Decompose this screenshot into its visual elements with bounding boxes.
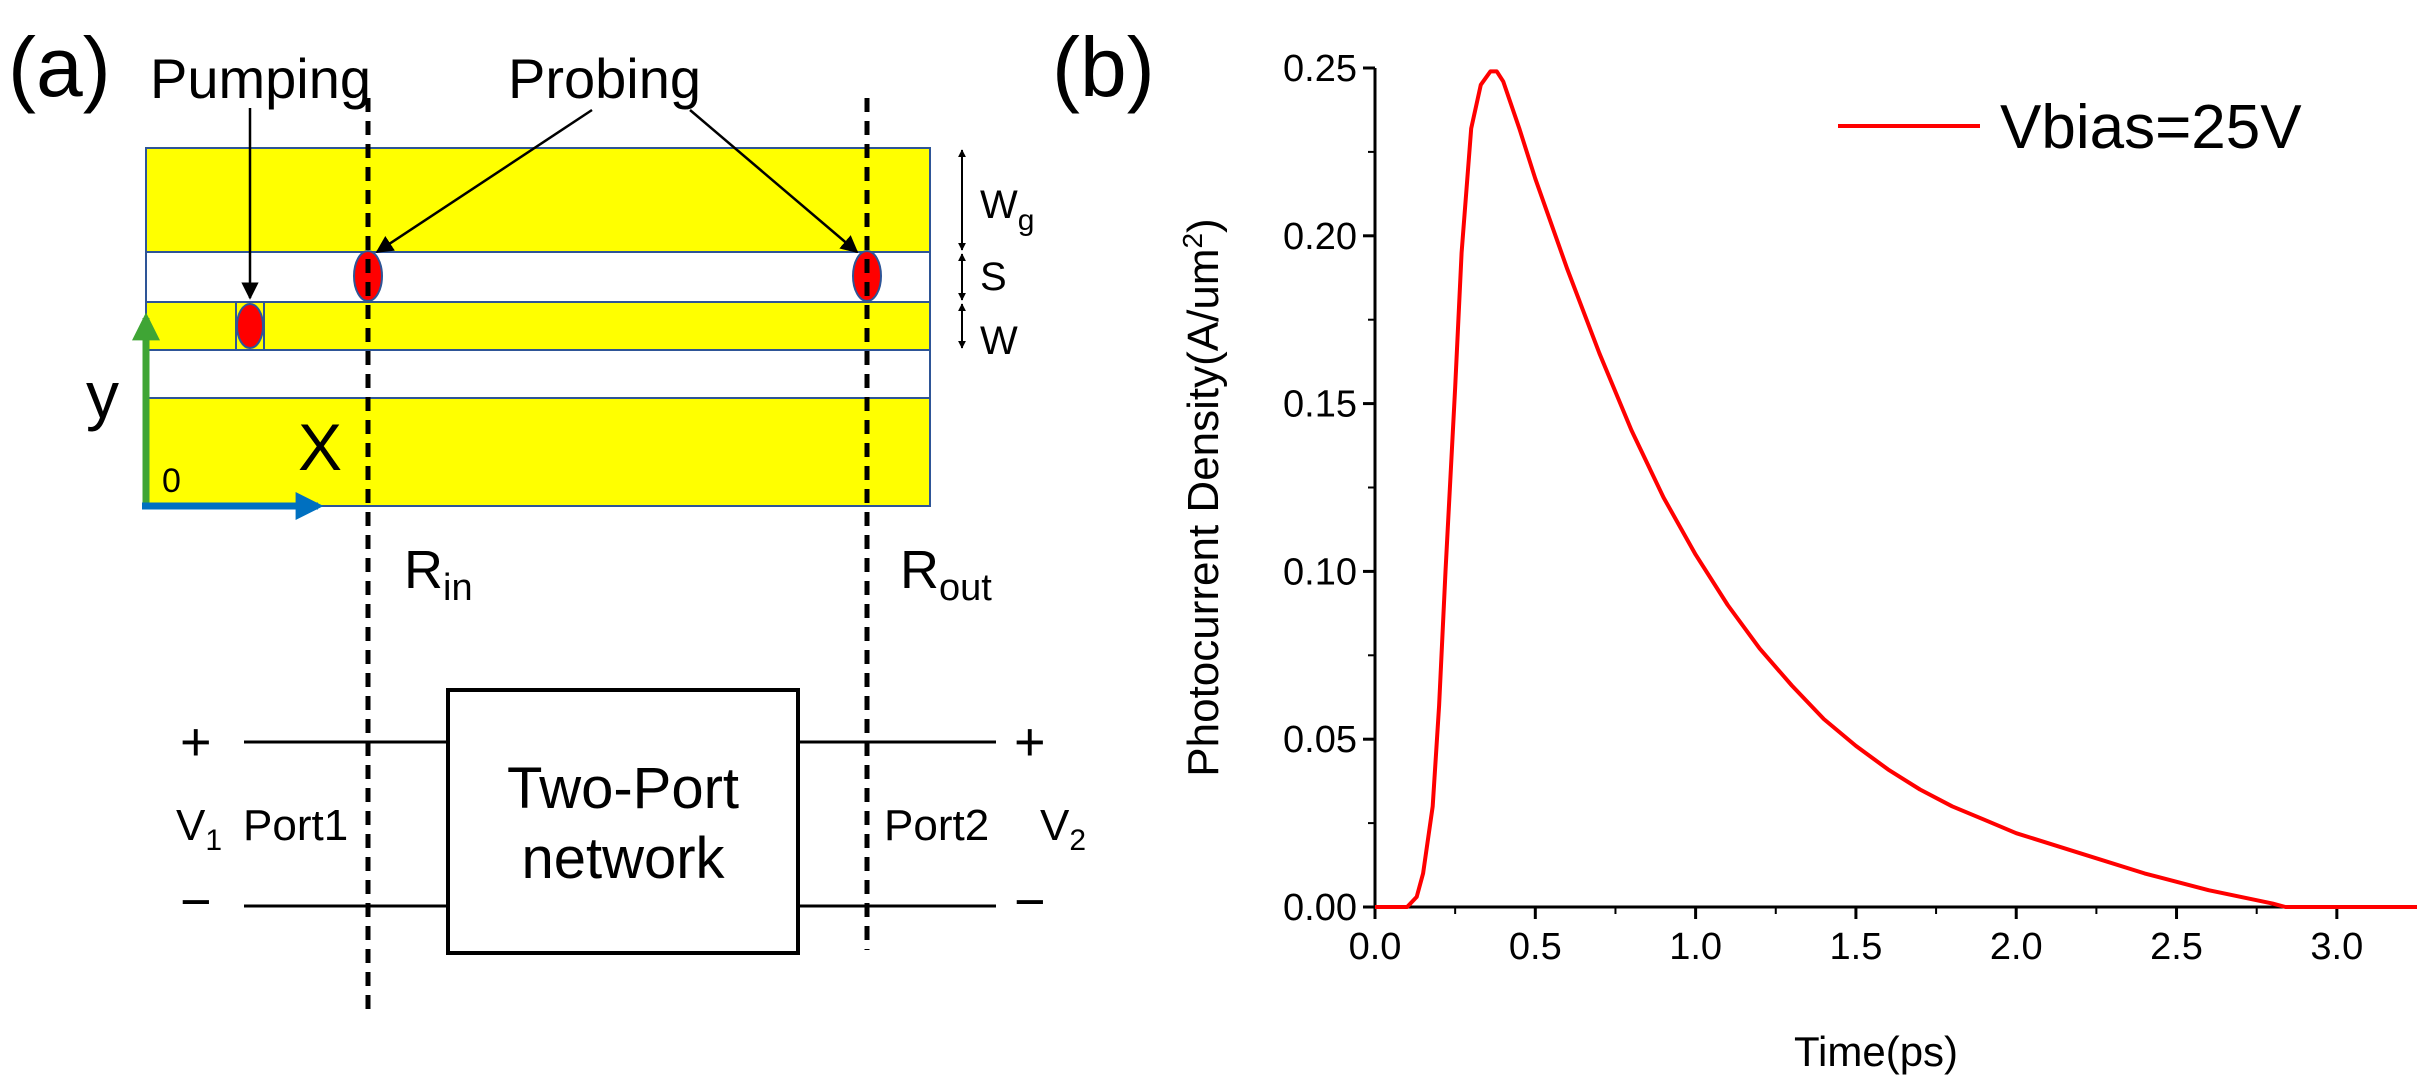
r-in-label: Rin — [404, 540, 473, 609]
x-axis-title: Time(ps) — [1794, 1028, 1958, 1075]
x-tick-label: 2.0 — [1990, 926, 2043, 968]
y-axis-title: Photocurrent Density(A/um2) — [1177, 218, 1228, 776]
port2-minus: − — [1014, 872, 1046, 932]
port1-plus: + — [180, 712, 212, 772]
probing-arrow-in — [375, 108, 593, 254]
panel-a-label: (a) — [8, 20, 111, 114]
v1-label: V1 — [176, 801, 222, 857]
port2-plus: + — [1014, 712, 1046, 772]
y-tick-label: 0.10 — [1283, 551, 1357, 593]
x-tick-label: 1.5 — [1830, 926, 1883, 968]
pumping-spot — [236, 303, 264, 349]
box-line-1: Two-Port — [507, 756, 739, 821]
y-axis-label: y — [86, 358, 119, 432]
probing-arrow-out — [689, 109, 859, 254]
series-line — [1375, 69, 2417, 909]
dim-wg-label: Wg — [980, 183, 1034, 237]
port1-minus: − — [180, 872, 212, 932]
x-tick-label: 1.0 — [1669, 926, 1722, 968]
port2-label: Port2 — [884, 801, 989, 850]
two-port-box — [446, 688, 800, 955]
ground-strip-bottom — [145, 397, 931, 507]
photocurrent-chart: 0.00 0.05 0.10 0.15 0.20 0.25 0.0 0.5 1.0 1.5 2.0 2… — [1177, 48, 2417, 1075]
probing-label: Probing — [508, 47, 701, 110]
y-tick-label: 0.00 — [1283, 887, 1357, 929]
probing-spot-in — [353, 250, 383, 302]
port1-label: Port1 — [243, 801, 348, 850]
pumping-label: Pumping — [150, 47, 371, 110]
probing-spot-out — [852, 250, 882, 302]
x-axis-label: X — [298, 410, 342, 484]
legend-label: Vbias=25V — [2000, 93, 2302, 162]
gap-bottom — [145, 349, 931, 399]
panel-b: (b) 0.00 0.05 0.10 0.15 0.20 0.25 0.0 0.5 1.0 1.5… — [1052, 20, 2417, 1075]
x-tick-label: 3.0 — [2310, 926, 2363, 968]
panel-a: (a) Pumping Probing Wg S W y X — [8, 20, 1086, 1012]
y-tick-label: 0.25 — [1283, 48, 1357, 90]
origin-label: 0 — [162, 462, 181, 500]
gap-top — [145, 251, 931, 303]
dim-w-label: W — [980, 319, 1018, 363]
y-tick-label: 0.20 — [1283, 216, 1357, 258]
v2-label: V2 — [1040, 801, 1086, 857]
ground-strip-top — [145, 147, 931, 253]
x-tick-label: 0.0 — [1349, 926, 1402, 968]
x-tick-label: 2.5 — [2150, 926, 2203, 968]
y-tick-label: 0.15 — [1283, 384, 1357, 426]
r-out-label: Rout — [900, 540, 992, 609]
x-tick-label: 0.5 — [1509, 926, 1562, 968]
center-strip — [145, 301, 931, 351]
box-line-2: network — [521, 826, 725, 891]
dim-s-label: S — [980, 255, 1007, 299]
panel-b-label: (b) — [1052, 20, 1155, 114]
y-tick-label: 0.05 — [1283, 719, 1357, 761]
